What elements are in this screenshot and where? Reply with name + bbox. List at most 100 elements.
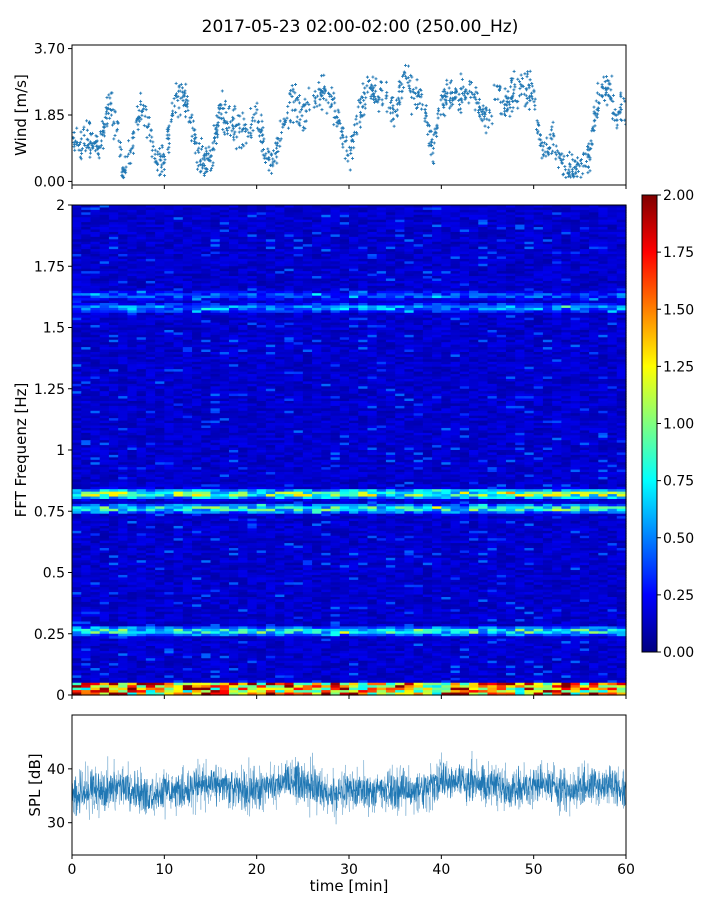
wind-point bbox=[316, 94, 320, 98]
wind-point bbox=[300, 105, 304, 109]
wind-point bbox=[210, 166, 214, 170]
wind-point bbox=[249, 126, 253, 130]
wind-scatter bbox=[72, 63, 626, 180]
wind-point bbox=[550, 125, 554, 129]
wind-point bbox=[565, 154, 569, 158]
wind-point bbox=[506, 89, 510, 93]
wind-point bbox=[278, 144, 282, 148]
wind-point bbox=[328, 94, 332, 98]
wind-point bbox=[221, 127, 225, 131]
wind-point bbox=[363, 86, 367, 90]
wind-point bbox=[158, 147, 162, 151]
wind-point bbox=[278, 119, 282, 123]
wind-point bbox=[87, 120, 91, 124]
wind-point bbox=[330, 86, 334, 90]
wind-point bbox=[415, 78, 419, 82]
wind-point bbox=[73, 139, 77, 143]
wind-point bbox=[615, 123, 619, 127]
wind-point bbox=[72, 145, 76, 149]
wind-point bbox=[574, 164, 578, 168]
wind-point bbox=[196, 167, 200, 171]
wind-point bbox=[211, 164, 215, 168]
wind-point bbox=[615, 126, 619, 130]
wind-point bbox=[554, 153, 558, 157]
wind-point bbox=[105, 96, 109, 100]
wind-point bbox=[286, 111, 290, 115]
wind-point bbox=[602, 75, 606, 79]
wind-point bbox=[259, 113, 263, 117]
wind-point bbox=[297, 101, 301, 105]
wind-point bbox=[159, 165, 163, 169]
wind-point bbox=[522, 92, 526, 96]
wind-point bbox=[98, 130, 102, 134]
wind-point bbox=[184, 98, 188, 102]
wind-point bbox=[595, 91, 599, 95]
wind-point bbox=[576, 156, 580, 160]
wind-point bbox=[587, 165, 591, 169]
wind-point bbox=[442, 105, 446, 109]
wind-point bbox=[332, 91, 336, 95]
wind-point bbox=[477, 97, 481, 101]
wind-point bbox=[232, 138, 236, 142]
wind-point bbox=[496, 97, 500, 101]
wind-point bbox=[460, 77, 464, 81]
wind-point bbox=[160, 163, 164, 167]
wind-point bbox=[493, 98, 497, 102]
wind-point bbox=[115, 127, 119, 131]
wind-point bbox=[286, 126, 290, 130]
wind-point bbox=[549, 128, 553, 132]
wind-point bbox=[385, 91, 389, 95]
wind-point bbox=[431, 151, 435, 155]
wind-point bbox=[214, 142, 218, 146]
wind-point bbox=[351, 140, 355, 144]
wind-point bbox=[260, 119, 264, 123]
wind-point bbox=[528, 69, 532, 73]
wind-point bbox=[400, 82, 404, 86]
wind-point bbox=[393, 109, 397, 113]
wind-point bbox=[508, 102, 512, 106]
wind-point bbox=[172, 97, 176, 101]
wind-point bbox=[223, 103, 227, 107]
wind-point bbox=[457, 92, 461, 96]
wind-point bbox=[570, 167, 574, 171]
wind-point bbox=[500, 112, 504, 116]
wind-point bbox=[510, 109, 514, 113]
wind-point bbox=[435, 134, 439, 138]
wind-point bbox=[186, 108, 190, 112]
wind-point bbox=[548, 133, 552, 137]
wind-y-label: Wind [m/s] bbox=[12, 74, 30, 156]
wind-point bbox=[162, 167, 166, 171]
wind-point bbox=[525, 75, 529, 79]
wind-point bbox=[407, 84, 411, 88]
wind-point bbox=[318, 103, 322, 107]
wind-point bbox=[292, 100, 296, 104]
wind-point bbox=[266, 150, 270, 154]
wind-point bbox=[474, 86, 478, 90]
wind-point bbox=[395, 98, 399, 102]
wind-point bbox=[524, 94, 528, 98]
wind-point bbox=[332, 123, 336, 127]
wind-point bbox=[563, 168, 567, 172]
wind-point bbox=[107, 111, 111, 115]
wind-point bbox=[150, 148, 154, 152]
wind-point bbox=[165, 133, 169, 137]
wind-point bbox=[348, 168, 352, 172]
wind-point bbox=[97, 156, 101, 160]
wind-point bbox=[322, 97, 326, 101]
wind-point bbox=[262, 147, 266, 151]
wind-point bbox=[79, 157, 83, 161]
wind-point bbox=[195, 160, 199, 164]
wind-point bbox=[551, 120, 555, 124]
wind-point bbox=[371, 75, 375, 79]
wind-point bbox=[241, 111, 245, 115]
wind-point bbox=[527, 86, 531, 90]
wind-point bbox=[532, 100, 536, 104]
wind-point bbox=[445, 82, 449, 86]
wind-point bbox=[72, 131, 76, 135]
wind-point bbox=[251, 129, 255, 133]
wind-point bbox=[127, 139, 131, 143]
wind-point bbox=[589, 139, 593, 143]
wind-point bbox=[397, 90, 401, 94]
wind-point bbox=[111, 123, 115, 127]
wind-point bbox=[140, 113, 144, 117]
